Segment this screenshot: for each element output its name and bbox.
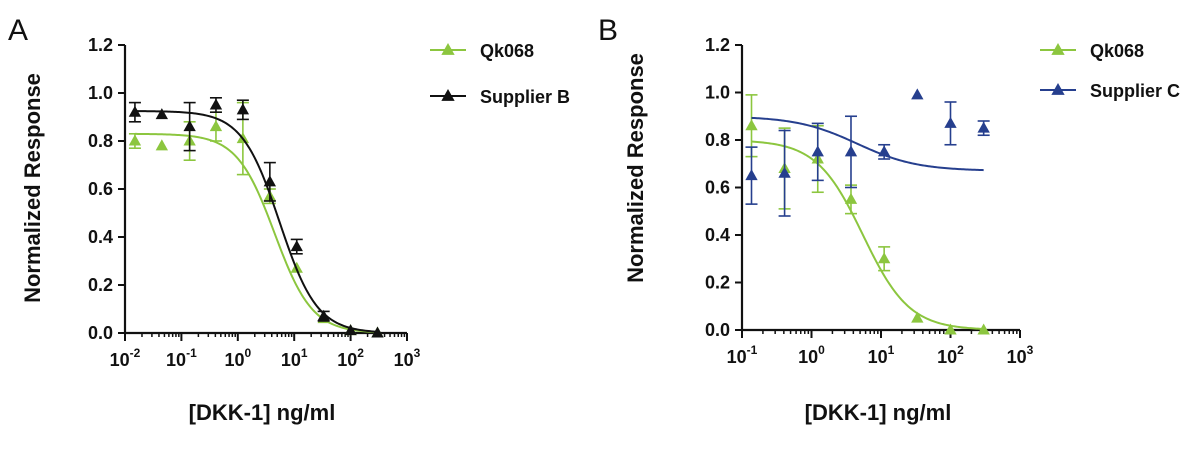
chart-panel-B: B 0.0 0.2 0.4 0.6 0.8 1.0 1.2 10-1 100 101 102 103 [D… xyxy=(598,14,1180,425)
data-point xyxy=(844,145,858,157)
y-tick-label: 0.8 xyxy=(88,131,113,151)
y-tick-label: 0.4 xyxy=(705,225,730,245)
data-point xyxy=(209,120,223,132)
data-point xyxy=(944,116,957,128)
legend-marker xyxy=(1051,43,1065,55)
fit-curve xyxy=(751,140,984,330)
data-point xyxy=(877,252,891,264)
x-tick-label: 103 xyxy=(394,346,421,370)
data-point xyxy=(344,324,357,336)
x-tick-label: 10-1 xyxy=(166,346,197,370)
data-point xyxy=(317,309,330,321)
data-point xyxy=(745,169,758,181)
data-point xyxy=(911,88,924,100)
data-point xyxy=(778,166,791,178)
data-point xyxy=(977,323,990,335)
legend-label: Supplier B xyxy=(480,87,570,107)
y-tick-label: 1.2 xyxy=(705,35,730,55)
legend-item: Qk068 xyxy=(430,41,534,61)
legend-label: Supplier C xyxy=(1090,81,1180,101)
x-tick-label: 100 xyxy=(224,346,251,370)
x-tick-label: 103 xyxy=(1007,343,1034,367)
y-tick-label: 0.0 xyxy=(705,320,730,340)
data-point xyxy=(977,121,990,133)
legend-item: Supplier C xyxy=(1040,81,1180,101)
data-point xyxy=(911,311,924,323)
data-point xyxy=(745,119,758,131)
fit-curve xyxy=(134,110,378,333)
legend-marker xyxy=(441,43,455,55)
x-axis-title: [DKK-1] ng/ml xyxy=(805,400,952,425)
legend-marker xyxy=(1051,83,1065,95)
chart-panel-A: A 0.0 0.2 0.4 0.6 0.8 1.0 1.2 10-2 10-1 100 101 102 1… xyxy=(8,14,570,425)
data-point xyxy=(155,108,169,120)
panel-label: B xyxy=(598,14,618,47)
legend-label: Qk068 xyxy=(480,41,534,61)
data-point xyxy=(290,240,303,252)
x-tick-label: 100 xyxy=(798,343,825,367)
y-tick-label: 1.0 xyxy=(705,83,730,103)
x-tick-label: 102 xyxy=(937,343,964,367)
x-tick-label: 101 xyxy=(281,346,308,370)
legend-marker xyxy=(441,89,455,101)
y-tick-label: 0.2 xyxy=(88,275,113,295)
series-qk068 xyxy=(128,101,384,338)
legend-label: Qk068 xyxy=(1090,41,1144,61)
data-point xyxy=(371,326,384,338)
data-point xyxy=(811,145,824,157)
data-point xyxy=(209,98,223,110)
x-tick-label: 10-2 xyxy=(110,346,141,370)
panel-label: A xyxy=(8,14,28,47)
y-tick-label: 0.0 xyxy=(88,323,113,343)
data-point xyxy=(944,323,957,335)
series-supplier-c xyxy=(745,88,990,217)
x-tick-label: 101 xyxy=(868,343,895,367)
fit-curve xyxy=(751,116,984,172)
x-tick-label: 10-1 xyxy=(727,343,758,367)
legend-item: Supplier B xyxy=(430,87,570,107)
data-point xyxy=(128,134,142,146)
data-point xyxy=(183,120,196,132)
data-point xyxy=(155,139,169,151)
y-tick-label: 0.8 xyxy=(705,130,730,150)
data-point xyxy=(128,105,142,117)
data-point xyxy=(877,145,891,157)
y-tick-label: 1.0 xyxy=(88,83,113,103)
x-axis-title: [DKK-1] ng/ml xyxy=(189,400,336,425)
data-point xyxy=(236,103,250,115)
y-axis-title: Normalized Response xyxy=(623,53,648,283)
data-point xyxy=(844,192,858,204)
y-tick-label: 0.2 xyxy=(705,273,730,293)
data-point xyxy=(263,175,277,187)
y-axis-title: Normalized Response xyxy=(20,73,45,303)
x-tick-label: 102 xyxy=(337,346,364,370)
series-supplier-b xyxy=(128,97,384,338)
y-tick-label: 0.6 xyxy=(705,178,730,198)
y-tick-label: 0.6 xyxy=(88,179,113,199)
y-tick-label: 1.2 xyxy=(88,35,113,55)
legend-item: Qk068 xyxy=(1040,41,1144,61)
y-tick-label: 0.4 xyxy=(88,227,113,247)
fit-curve xyxy=(134,132,378,334)
